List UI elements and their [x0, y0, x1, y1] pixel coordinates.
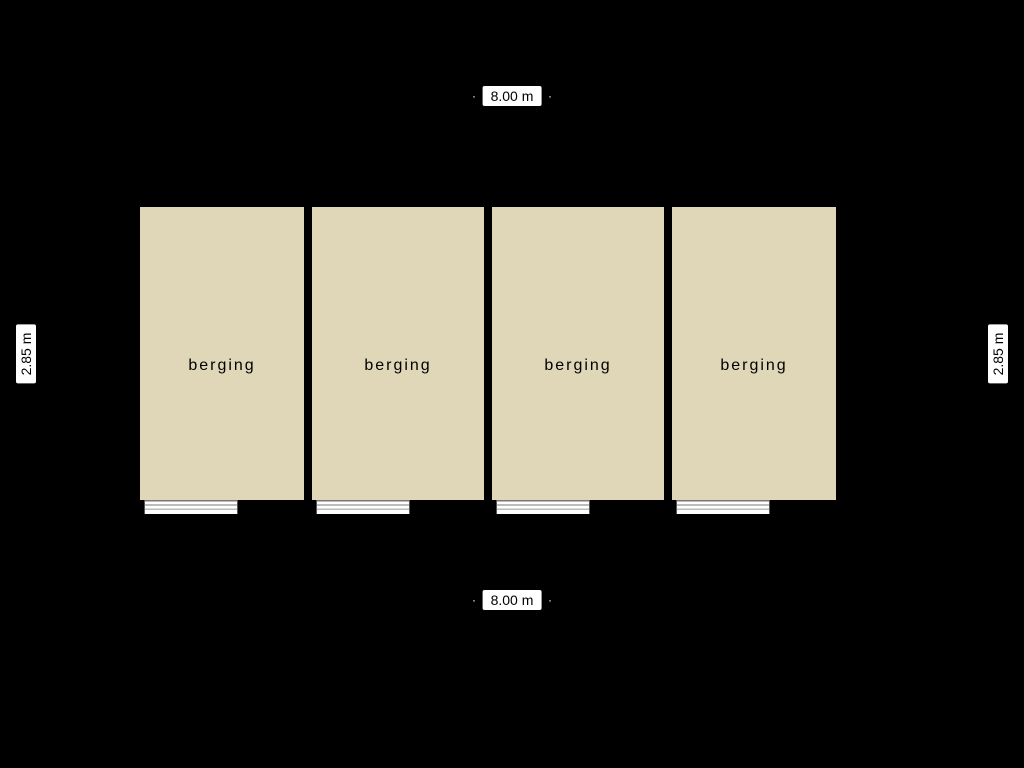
room: berging [128, 195, 308, 500]
dimension-tick: · [548, 594, 552, 606]
dimension-tick: · [548, 90, 552, 102]
dimension-width-bottom: 8.00 m [483, 590, 542, 610]
dimension-height-right: 2.85 m [988, 325, 1008, 384]
dimension-tick: · [472, 90, 476, 102]
door-threshold [144, 500, 238, 514]
room: berging [308, 195, 488, 500]
door-threshold [676, 500, 770, 514]
room-label: berging [140, 357, 304, 375]
room-label: berging [492, 357, 664, 375]
rooms-container: berging berging berging berging [128, 195, 896, 500]
dimension-height-left: 2.85 m [16, 325, 36, 384]
room: berging [488, 195, 668, 500]
dimension-width-top: 8.00 m [483, 86, 542, 106]
door-threshold [496, 500, 590, 514]
floorplan-canvas: 8.00 m 8.00 m 2.85 m 2.85 m bergingbergi… [0, 0, 1024, 768]
door-threshold [316, 500, 410, 514]
dimension-tick: · [472, 594, 476, 606]
room-label: berging [312, 357, 484, 375]
room-label: berging [672, 357, 836, 375]
room: berging [668, 195, 848, 500]
